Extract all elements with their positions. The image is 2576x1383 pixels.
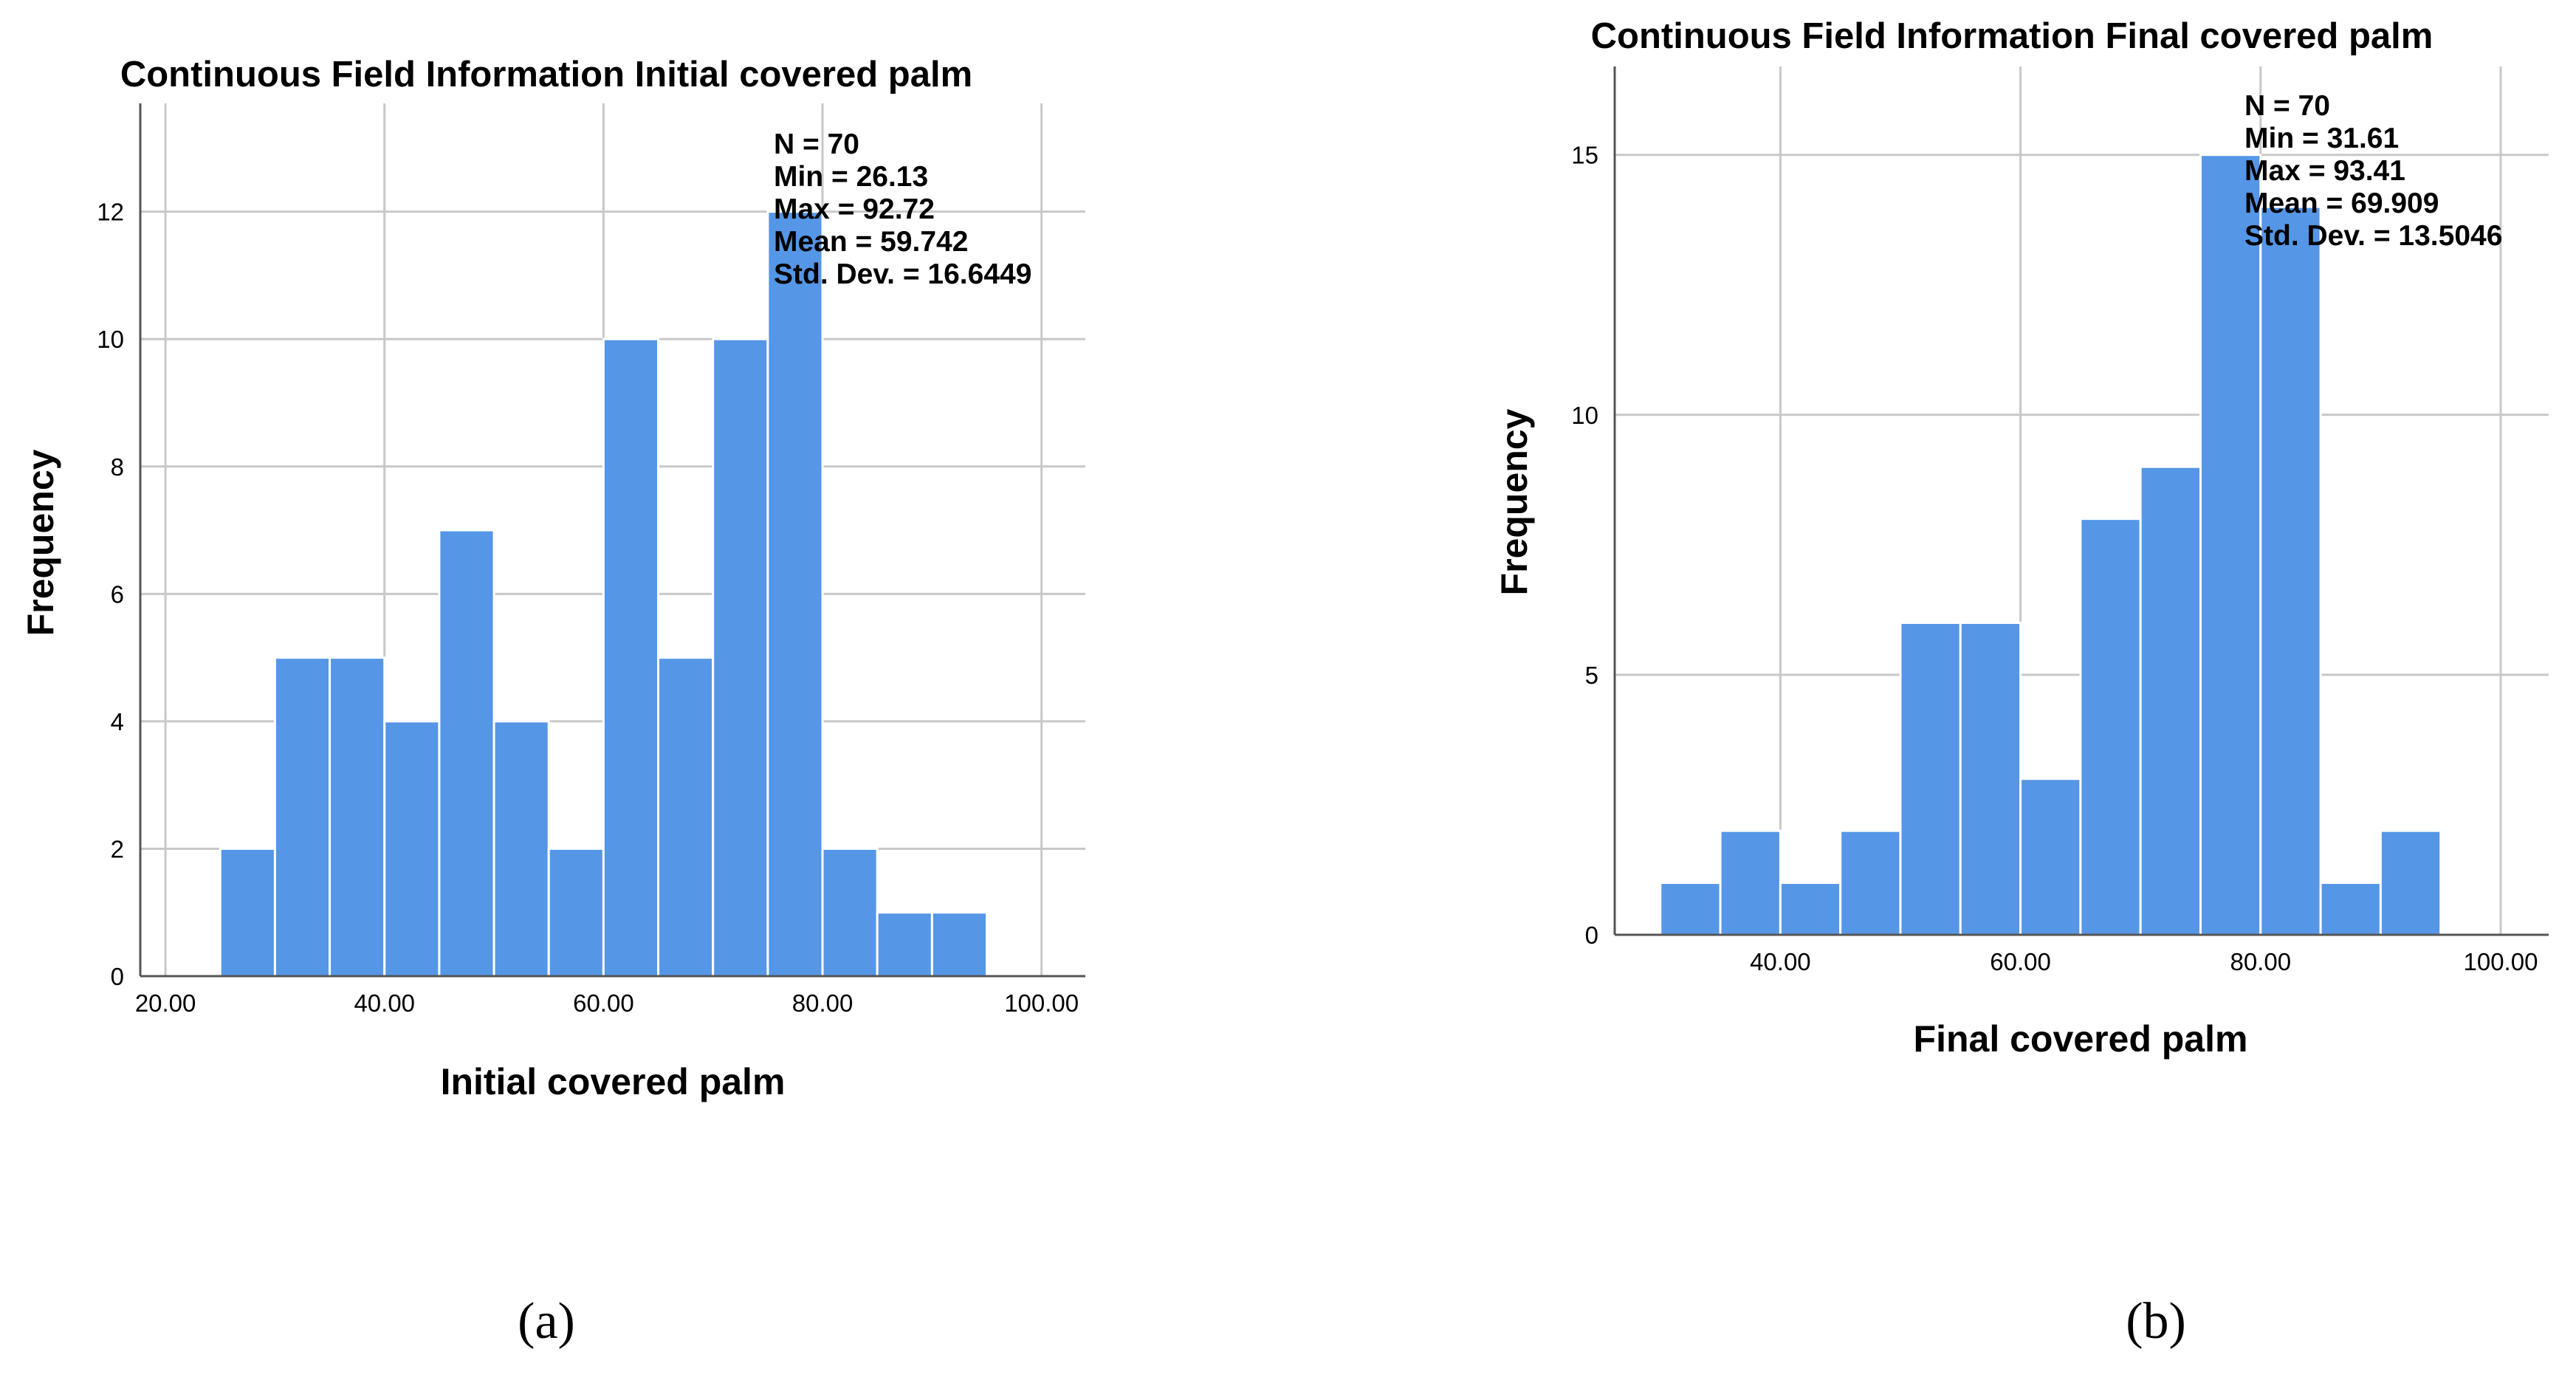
histogram-bar <box>2019 778 2082 936</box>
x-tick-label: 60.00 <box>573 989 634 1017</box>
stat-max: Max = 92.72 <box>774 193 935 225</box>
x-tick-label: 80.00 <box>2230 948 2291 975</box>
x-tick-label: 80.00 <box>792 989 853 1017</box>
histogram-bar <box>876 911 933 978</box>
x-tick-label: 100.00 <box>2463 948 2538 975</box>
histogram-bar <box>766 210 824 978</box>
y-tick-label: 8 <box>111 453 124 481</box>
y-tick-label: 10 <box>1571 402 1598 429</box>
histogram-bar <box>1959 621 2022 936</box>
x-tick-label: 100.00 <box>1004 989 1079 1017</box>
histogram-bar <box>492 720 550 978</box>
y-axis-label: Frequency <box>1494 408 1535 595</box>
histogram-final-covered-palm: 40.00 60.00 80.00 100.00 0 5 10 15 Continuous F… <box>1494 16 2549 1350</box>
stat-max: Max = 93.41 <box>2244 155 2405 187</box>
histogram-bar <box>2259 205 2322 936</box>
histogram-bar <box>383 720 441 978</box>
histogram-bar <box>2379 829 2442 936</box>
y-tick-label: 5 <box>1585 662 1598 689</box>
histogram-bar <box>2319 882 2382 936</box>
stat-min: Min = 31.61 <box>2244 123 2399 154</box>
histogram-bar <box>930 911 989 978</box>
histogram-bar <box>1779 882 1842 936</box>
stats-box: N = 70 Min = 26.13 Max = 92.72 Mean = 59… <box>774 128 1031 290</box>
histogram-bar <box>712 337 769 978</box>
histogram-bar <box>1659 882 1722 936</box>
stat-mean: Mean = 59.742 <box>774 226 968 258</box>
stat-std-dev: Std. Dev. = 13.5046 <box>2244 220 2502 252</box>
x-tick-label: 20.00 <box>135 989 196 1017</box>
chart-title: Continuous Field Information Initial cov… <box>120 55 972 95</box>
histogram-bar <box>1719 829 1782 936</box>
histogram-bar <box>547 847 605 978</box>
stat-n: N = 70 <box>2244 90 2330 122</box>
histogram-initial-covered-palm: 20.00 40.00 60.00 80.00 100.00 0 2 4 6 8 10 12 Cont… <box>20 55 1085 1350</box>
histogram-bar <box>602 337 660 978</box>
y-tick-label: 0 <box>1585 922 1598 949</box>
histogram-bar <box>1899 621 1962 936</box>
histogram-bar <box>2199 154 2262 936</box>
stat-min: Min = 26.13 <box>774 161 928 193</box>
y-tick-label: 15 <box>1571 142 1598 169</box>
stat-n: N = 70 <box>774 128 859 160</box>
histogram-bar <box>2079 518 2142 936</box>
x-tick-label: 40.00 <box>354 989 415 1017</box>
x-tick-label: 60.00 <box>1990 948 2051 975</box>
x-tick-label: 40.00 <box>1750 948 1811 975</box>
y-axis-label: Frequency <box>20 449 61 636</box>
histogram-bar <box>219 847 276 978</box>
panel-label-b: (b) <box>2126 1293 2186 1350</box>
histogram-bar <box>329 656 386 978</box>
y-tick-label: 12 <box>97 199 124 226</box>
histogram-bar <box>2139 465 2202 936</box>
histogram-bar <box>657 656 715 978</box>
histogram-bar <box>438 529 495 978</box>
y-tick-label: 0 <box>111 963 124 990</box>
y-tick-label: 10 <box>97 326 124 353</box>
x-axis-label: Final covered palm <box>1914 1018 2248 1060</box>
chart-title: Continuous Field Information Final cover… <box>1591 16 2434 56</box>
y-tick-label: 4 <box>111 708 124 735</box>
stat-mean: Mean = 69.909 <box>2244 188 2439 219</box>
histogram-bar <box>1839 829 1902 936</box>
y-tick-label: 2 <box>111 835 124 862</box>
histogram-bar <box>821 847 879 978</box>
stats-box: N = 70 Min = 31.61 Max = 93.41 Mean = 69… <box>2244 90 2502 252</box>
stat-std-dev: Std. Dev. = 16.6449 <box>774 258 1031 290</box>
x-axis-label: Initial covered palm <box>441 1061 786 1102</box>
histogram-bar <box>273 656 332 978</box>
panel-label-a: (a) <box>518 1293 575 1350</box>
y-tick-label: 6 <box>111 580 124 608</box>
